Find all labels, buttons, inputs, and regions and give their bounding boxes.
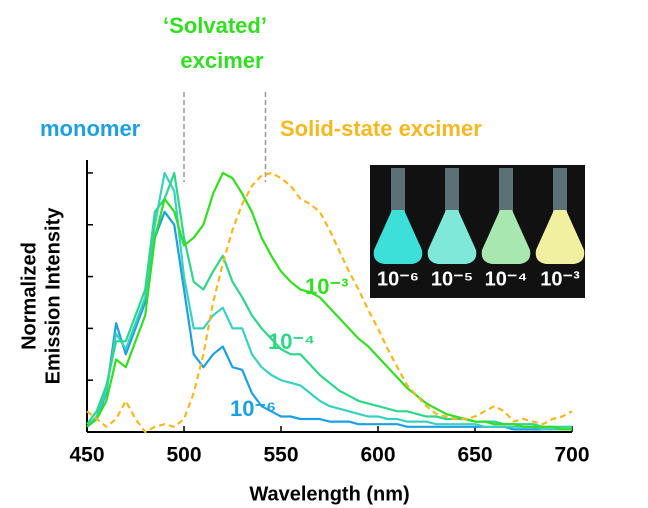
- flask-neck: [553, 168, 567, 213]
- flask-neck: [391, 168, 405, 213]
- inset-label: 10⁻⁴: [485, 268, 528, 290]
- y-axis-label: Emission Intensity: [42, 207, 64, 385]
- inset-photo: 10⁻⁶ 10⁻⁵ 10⁻⁴ 10⁻³: [370, 165, 585, 298]
- x-tick-label: 550: [263, 444, 298, 467]
- chart: 450 500 550 600 650 700 Wavelength (nm) Normali…: [0, 0, 648, 508]
- inset-label: 10⁻⁶: [377, 268, 419, 290]
- x-tick-label: 500: [166, 444, 201, 467]
- x-tick-label: 450: [69, 444, 104, 467]
- x-tick-label: 700: [554, 444, 589, 467]
- y-axis-label: Normalized: [18, 242, 40, 350]
- flask-neck: [499, 168, 513, 213]
- annotation: monomer: [40, 116, 141, 141]
- x-tick-label: 600: [360, 444, 395, 467]
- series-label: 10⁻⁶: [230, 396, 276, 421]
- flask-neck: [445, 168, 459, 213]
- inset-label: 10⁻³: [540, 268, 580, 290]
- x-axis-label: Wavelength (nm): [249, 483, 409, 505]
- series-label: 10⁻³: [305, 274, 348, 299]
- inset-label: 10⁻⁵: [431, 268, 473, 290]
- annotation: excimer: [180, 48, 264, 73]
- x-tick-label: 650: [457, 444, 492, 467]
- annotation: Solid-state excimer: [280, 116, 482, 141]
- annotation: ‘Solvated’: [163, 13, 267, 38]
- series-label: 10⁻⁴: [268, 329, 315, 354]
